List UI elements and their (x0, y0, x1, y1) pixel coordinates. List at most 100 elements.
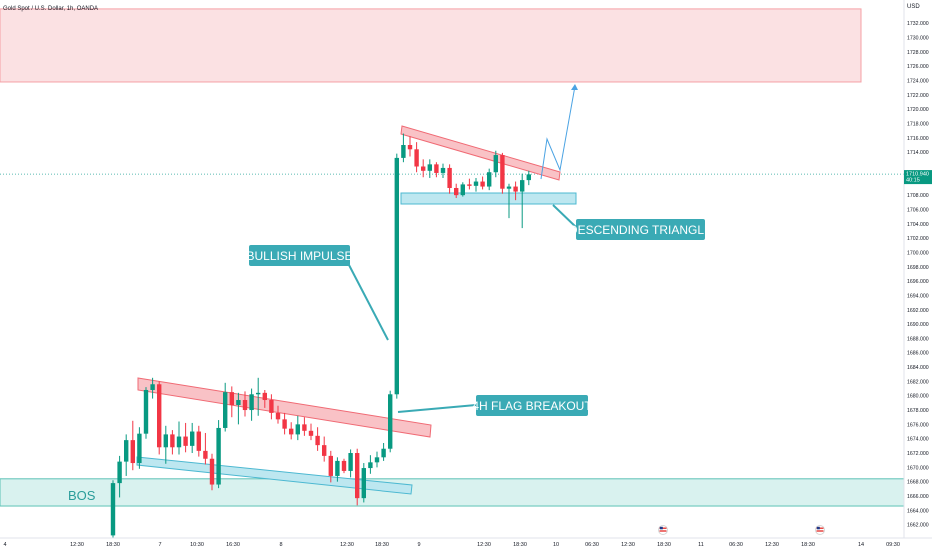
price-tick-label: 1688.000 (907, 336, 929, 342)
price-tick-label: 1730.000 (907, 36, 929, 42)
flag-breakout-text: 4H FLAG BREAKOUT (472, 399, 592, 413)
candle-up[interactable] (381, 448, 386, 458)
candle-up[interactable] (110, 483, 116, 536)
candle-up[interactable] (460, 184, 465, 196)
candle-up[interactable] (163, 434, 168, 448)
candle-up[interactable] (249, 394, 254, 411)
candle-up[interactable] (388, 394, 393, 449)
price-tick-label: 1672.000 (907, 451, 929, 457)
candle-up[interactable] (256, 392, 261, 395)
candle-down[interactable] (282, 419, 287, 429)
candle-up[interactable] (335, 460, 340, 476)
flag-breakout-pointer (397, 404, 477, 413)
candle-up[interactable] (368, 462, 373, 469)
candle-down[interactable] (289, 428, 294, 435)
bullish-impulse-callout[interactable]: BULLISH IMPULSE (246, 245, 353, 266)
candle-down[interactable] (328, 455, 333, 476)
candle-down[interactable] (157, 384, 162, 448)
price-tick-label: 1720.000 (907, 107, 929, 113)
triangle-pointer (552, 204, 579, 230)
candle-up[interactable] (493, 155, 498, 173)
candle-up[interactable] (394, 157, 399, 395)
candle-down[interactable] (308, 430, 314, 436)
candle-up[interactable] (216, 427, 221, 485)
price-tick-label: 1704.000 (907, 222, 929, 228)
candle-up[interactable] (361, 468, 366, 499)
candle-down[interactable] (421, 166, 426, 171)
candle-down[interactable] (322, 445, 327, 456)
time-tick-label: 12:30 (621, 542, 635, 548)
candle-down[interactable] (355, 453, 360, 499)
candle-up[interactable] (236, 400, 241, 406)
time-tick-label: 10 (553, 542, 559, 548)
candle-down[interactable] (170, 434, 175, 448)
candle-down[interactable] (447, 167, 452, 188)
candle-up[interactable] (401, 145, 406, 158)
candle-down[interactable] (513, 186, 518, 192)
candle-up[interactable] (190, 431, 195, 446)
candle-down[interactable] (203, 450, 208, 459)
price-tick-label: 1670.000 (907, 465, 929, 471)
candle-up[interactable] (348, 453, 353, 471)
price-tick-label: 1664.000 (907, 508, 929, 514)
descending-triangle-callout[interactable]: DESCENDING TRIANGLE (569, 219, 712, 240)
price-tick-label: 1706.000 (907, 207, 929, 213)
candle-up[interactable] (506, 186, 512, 189)
candle-up[interactable] (223, 392, 228, 428)
flag-resistance-band[interactable] (137, 377, 432, 438)
supply-zone[interactable] (0, 8, 862, 83)
time-tick-label: 09:30 (886, 542, 900, 548)
flag-breakout-callout[interactable]: 4H FLAG BREAKOUT (472, 395, 592, 416)
candle-down[interactable] (229, 392, 234, 406)
candle-up[interactable] (150, 384, 155, 390)
candle-up[interactable] (440, 167, 446, 173)
price-tick-label: 1674.000 (907, 437, 929, 443)
event-flag-icon[interactable] (658, 525, 668, 535)
price-tick-label: 1722.000 (907, 93, 929, 99)
event-flag-icon[interactable] (815, 525, 825, 535)
candle-up[interactable] (526, 174, 531, 181)
candle-down[interactable] (480, 181, 485, 187)
candle-up[interactable] (124, 440, 129, 462)
price-axis[interactable] (904, 0, 932, 550)
candle-down[interactable] (209, 458, 215, 485)
candle-up[interactable] (473, 181, 479, 186)
time-axis[interactable]: 4 12:30 18:30 7 10:30 16:30 8 12:30 18:30 9 12:30 1… (3, 542, 899, 548)
triangle-support-band[interactable] (400, 192, 577, 205)
time-tick-label: 12:30 (340, 542, 354, 548)
time-tick-label: 18:30 (375, 542, 389, 548)
time-tick-label: 06:30 (729, 542, 743, 548)
candle-up[interactable] (374, 457, 380, 463)
candle-down[interactable] (407, 145, 413, 150)
demand-zone[interactable] (0, 478, 905, 507)
candle-up[interactable] (487, 172, 492, 187)
candle-down[interactable] (183, 436, 188, 446)
candle-up[interactable] (295, 424, 300, 435)
candle-down[interactable] (434, 164, 439, 173)
candle-up[interactable] (117, 461, 122, 484)
candle-down[interactable] (414, 149, 419, 167)
candle-up[interactable] (143, 389, 149, 434)
candle-up[interactable] (176, 436, 182, 448)
projection-arrowhead (571, 84, 578, 90)
candle-down[interactable] (302, 424, 307, 431)
candle-down[interactable] (242, 400, 248, 411)
candle-down[interactable] (130, 440, 135, 464)
candle-up[interactable] (427, 164, 432, 171)
candle-down[interactable] (454, 187, 459, 196)
candle-up[interactable] (137, 433, 142, 464)
candle-down[interactable] (500, 155, 505, 189)
candle-down[interactable] (467, 184, 472, 186)
candle-down[interactable] (269, 400, 274, 413)
flag-support-band[interactable] (136, 456, 413, 495)
candle-down[interactable] (196, 431, 201, 451)
candle-down[interactable] (262, 392, 267, 401)
candle-down[interactable] (275, 412, 281, 420)
candle-down[interactable] (315, 435, 320, 446)
candle-down[interactable] (341, 460, 347, 471)
candle-up[interactable] (520, 180, 525, 192)
time-tick-label: 11 (698, 542, 704, 548)
triangle-resistance-band[interactable] (400, 125, 561, 181)
